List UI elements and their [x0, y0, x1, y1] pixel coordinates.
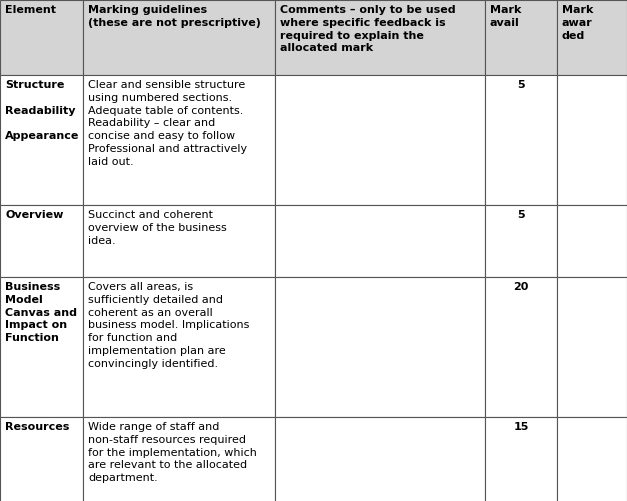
Text: 15: 15	[514, 422, 529, 432]
Bar	[275, 205, 485, 277]
Text: 5: 5	[517, 80, 525, 90]
Text: Succinct and coherent
overview of the business
idea.: Succinct and coherent overview of the bu…	[88, 210, 227, 245]
Bar	[83, 417, 275, 501]
Bar	[485, 205, 557, 277]
Bar	[557, 277, 627, 417]
Text: Clear and sensible structure
using numbered sections.
Adequate table of contents: Clear and sensible structure using numbe…	[88, 80, 247, 167]
Bar	[83, 0, 275, 75]
Bar	[557, 417, 627, 501]
Text: Element: Element	[5, 5, 56, 15]
Bar	[557, 205, 627, 277]
Bar	[0, 205, 83, 277]
Text: Structure

Readability

Appearance: Structure Readability Appearance	[5, 80, 80, 141]
Bar	[485, 277, 557, 417]
Text: Comments – only to be used
where specific feedback is
required to explain the
al: Comments – only to be used where specifi…	[280, 5, 456, 54]
Bar	[83, 277, 275, 417]
Text: Wide range of staff and
non-staff resources required
for the implementation, whi: Wide range of staff and non-staff resour…	[88, 422, 257, 483]
Text: 20: 20	[514, 282, 529, 292]
Bar	[275, 0, 485, 75]
Text: Covers all areas, is
sufficiently detailed and
coherent as an overall
business m: Covers all areas, is sufficiently detail…	[88, 282, 250, 369]
Text: 5: 5	[517, 210, 525, 220]
Text: Resources: Resources	[5, 422, 70, 432]
Bar	[83, 75, 275, 205]
Bar	[557, 75, 627, 205]
Bar	[485, 417, 557, 501]
Bar	[0, 417, 83, 501]
Text: Overview: Overview	[5, 210, 63, 220]
Bar	[275, 277, 485, 417]
Bar	[485, 75, 557, 205]
Bar	[275, 75, 485, 205]
Text: Mark
awar
ded: Mark awar ded	[562, 5, 593, 41]
Bar	[83, 205, 275, 277]
Text: Business
Model
Canvas and
Impact on
Function: Business Model Canvas and Impact on Func…	[5, 282, 77, 343]
Bar	[0, 277, 83, 417]
Text: Marking guidelines
(these are not prescriptive): Marking guidelines (these are not prescr…	[88, 5, 261, 28]
Bar	[0, 75, 83, 205]
Bar	[557, 0, 627, 75]
Bar	[275, 417, 485, 501]
Bar	[485, 0, 557, 75]
Bar	[0, 0, 83, 75]
Text: Mark
avail: Mark avail	[490, 5, 522, 28]
